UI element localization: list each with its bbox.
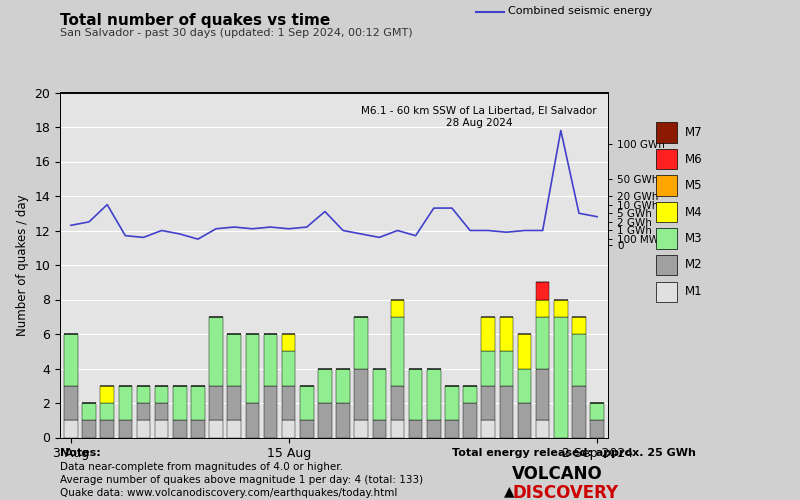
- Bar: [482, 317, 495, 351]
- Bar: [282, 386, 295, 420]
- Bar: [210, 317, 223, 386]
- Bar: [82, 403, 96, 420]
- Bar: [572, 334, 586, 386]
- Bar: [499, 317, 513, 351]
- Text: M6: M6: [685, 152, 702, 166]
- Bar: [82, 420, 96, 438]
- Bar: [246, 403, 259, 438]
- Text: ▲: ▲: [504, 484, 514, 498]
- Text: VOLCANO: VOLCANO: [512, 465, 602, 483]
- Bar: [463, 386, 477, 403]
- Bar: [518, 368, 531, 403]
- Bar: [390, 300, 404, 317]
- Bar: [572, 317, 586, 334]
- Bar: [554, 317, 568, 438]
- Bar: [499, 351, 513, 386]
- Bar: [336, 403, 350, 438]
- Bar: [590, 420, 604, 438]
- Text: Combined seismic energy: Combined seismic energy: [508, 6, 652, 16]
- Bar: [536, 282, 550, 300]
- Bar: [227, 386, 241, 420]
- Bar: [572, 386, 586, 438]
- Bar: [463, 403, 477, 438]
- Bar: [155, 420, 169, 438]
- Bar: [264, 386, 278, 438]
- Bar: [137, 420, 150, 438]
- Bar: [100, 403, 114, 420]
- Bar: [246, 334, 259, 403]
- Bar: [64, 386, 78, 420]
- Bar: [191, 386, 205, 420]
- Text: San Salvador - past 30 days (updated: 1 Sep 2024, 00:12 GMT): San Salvador - past 30 days (updated: 1 …: [60, 28, 413, 38]
- Bar: [536, 317, 550, 368]
- Bar: [100, 420, 114, 438]
- Bar: [137, 403, 150, 420]
- Text: Average number of quakes above magnitude 1 per day: 4 (total: 133): Average number of quakes above magnitude…: [60, 475, 423, 485]
- Bar: [137, 386, 150, 403]
- Text: DISCOVERY: DISCOVERY: [512, 484, 618, 500]
- Bar: [318, 368, 332, 403]
- Bar: [264, 334, 278, 386]
- Bar: [155, 403, 169, 420]
- Text: M2: M2: [685, 258, 702, 272]
- Text: M4: M4: [685, 206, 702, 218]
- Bar: [373, 368, 386, 420]
- Bar: [518, 334, 531, 368]
- Bar: [554, 300, 568, 317]
- Bar: [445, 420, 458, 438]
- Bar: [354, 420, 368, 438]
- Bar: [227, 420, 241, 438]
- Text: M7: M7: [685, 126, 702, 139]
- Bar: [354, 317, 368, 368]
- Bar: [173, 420, 186, 438]
- Bar: [499, 386, 513, 438]
- Bar: [300, 386, 314, 420]
- Bar: [445, 386, 458, 420]
- Y-axis label: Number of quakes / day: Number of quakes / day: [16, 194, 29, 336]
- Bar: [409, 420, 422, 438]
- Bar: [155, 386, 169, 403]
- Text: M3: M3: [685, 232, 702, 245]
- Bar: [536, 300, 550, 317]
- Bar: [354, 368, 368, 420]
- Bar: [300, 420, 314, 438]
- Text: Total energy released: approx. 25 GWh: Total energy released: approx. 25 GWh: [452, 448, 696, 458]
- Bar: [390, 317, 404, 386]
- Text: M1: M1: [685, 285, 702, 298]
- Text: Data near-complete from magnitudes of 4.0 or higher.: Data near-complete from magnitudes of 4.…: [60, 462, 343, 472]
- Text: Notes:: Notes:: [60, 448, 101, 458]
- Text: Total number of quakes vs time: Total number of quakes vs time: [60, 12, 330, 28]
- Bar: [282, 334, 295, 351]
- Bar: [482, 420, 495, 438]
- Bar: [64, 334, 78, 386]
- Text: Quake data: www.volcanodiscovery.com/earthquakes/today.html: Quake data: www.volcanodiscovery.com/ear…: [60, 488, 398, 498]
- Bar: [373, 420, 386, 438]
- Bar: [482, 386, 495, 420]
- Bar: [210, 386, 223, 420]
- Bar: [536, 368, 550, 420]
- Bar: [427, 368, 441, 420]
- Bar: [390, 420, 404, 438]
- Bar: [409, 368, 422, 420]
- Bar: [118, 386, 132, 420]
- Bar: [282, 351, 295, 386]
- Bar: [173, 386, 186, 420]
- Bar: [482, 351, 495, 386]
- Bar: [518, 403, 531, 438]
- Bar: [590, 403, 604, 420]
- Bar: [536, 420, 550, 438]
- Bar: [227, 334, 241, 386]
- Bar: [100, 386, 114, 403]
- Bar: [282, 420, 295, 438]
- Bar: [318, 403, 332, 438]
- Bar: [118, 420, 132, 438]
- Bar: [191, 420, 205, 438]
- Text: M6.1 - 60 km SSW of La Libertad, El Salvador
28 Aug 2024: M6.1 - 60 km SSW of La Libertad, El Salv…: [362, 106, 597, 128]
- Bar: [336, 368, 350, 403]
- Bar: [210, 420, 223, 438]
- Text: M5: M5: [685, 179, 702, 192]
- Bar: [427, 420, 441, 438]
- Bar: [64, 420, 78, 438]
- Bar: [390, 386, 404, 420]
